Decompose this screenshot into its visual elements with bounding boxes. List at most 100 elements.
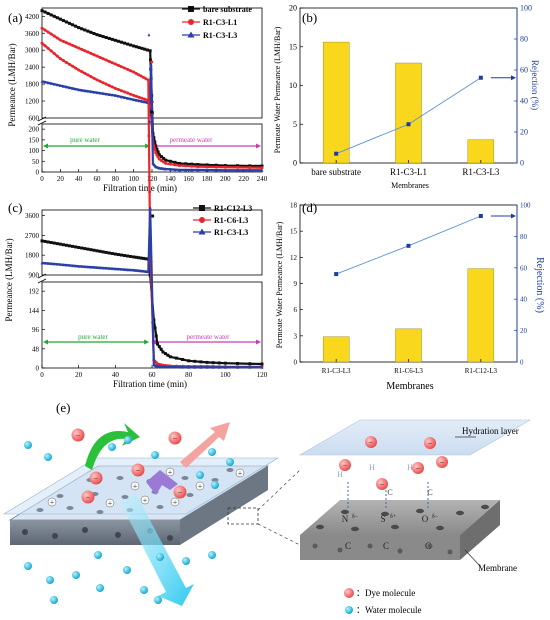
pure-water-arrowhead (145, 143, 151, 149)
data-point (223, 164, 227, 168)
data-point (40, 41, 44, 45)
panel-e-schematic: (e) + + (2, 400, 532, 615)
y-tick-label: 20 (289, 4, 297, 13)
data-point (77, 26, 81, 30)
y2-tick-label: 60 (520, 264, 528, 272)
x-tick-label: 160 (183, 175, 194, 183)
data-point (74, 45, 78, 49)
data-point (199, 360, 203, 364)
data-point (49, 32, 53, 36)
y-axis-label: Permeance (LMH/Bar) (7, 43, 17, 126)
data-point (43, 28, 47, 32)
x-tick-label: 60 (94, 175, 102, 183)
data-point (187, 365, 191, 369)
data-point (113, 93, 117, 97)
x-tick-label: 20 (57, 175, 65, 183)
data-point (145, 48, 149, 52)
data-point (61, 243, 65, 247)
data-point (190, 162, 194, 166)
atom-hydrogen: H (337, 470, 343, 479)
data-point (113, 86, 117, 90)
data-point (98, 55, 102, 59)
hydration-layer-label: Hydration layer (462, 426, 519, 436)
data-point (43, 239, 47, 243)
panel-label-a: (a) (8, 10, 22, 25)
data-point (86, 29, 90, 33)
legend: R1-C12-L3 R1-C6-L3 R1-C3-L3 (193, 204, 252, 237)
y2-tick-label: 20 (520, 327, 528, 335)
interaction-arrow (146, 470, 178, 495)
data-point (260, 168, 264, 172)
axis-pointer-arrowhead (511, 213, 516, 219)
data-point (77, 264, 81, 268)
data-point (107, 266, 111, 270)
data-point (68, 244, 71, 248)
svg-text:−: − (380, 480, 385, 489)
data-point (199, 365, 203, 369)
data-point (110, 85, 114, 89)
data-point (152, 136, 156, 140)
data-point (101, 92, 105, 96)
data-point (166, 365, 170, 369)
legend-marker-black (188, 6, 194, 12)
partial-charge: δ− (432, 514, 439, 520)
y2-tick-label: 40 (520, 296, 528, 304)
rejection-curved-arrow (85, 423, 140, 470)
data-point (83, 247, 87, 251)
data-point (58, 242, 62, 246)
data-point (236, 164, 240, 168)
zoomed-detail: − − − − − − C C C N S O δ− δ+ δ− H H H C (298, 419, 532, 573)
data-point (132, 70, 136, 74)
data-point (95, 33, 99, 37)
dye-molecule: − (131, 463, 145, 477)
data-point (98, 91, 102, 95)
data-point (68, 86, 71, 90)
data-point (214, 163, 218, 167)
y2-tick-label: 0 (520, 359, 524, 367)
bar (395, 328, 422, 363)
panel-label-b: (b) (302, 10, 317, 25)
data-point (156, 150, 160, 154)
data-point (164, 161, 168, 165)
data-point (126, 42, 130, 46)
y2-tick-label: 80 (520, 233, 528, 241)
data-point (116, 39, 120, 43)
data-point (126, 67, 130, 71)
data-point (61, 39, 65, 43)
data-point (92, 248, 96, 252)
data-point (58, 84, 62, 88)
hydration-layer-plane (298, 419, 532, 456)
series-line (41, 63, 262, 172)
y-tick-label: 3000 (25, 47, 40, 55)
data-point (193, 359, 197, 363)
svg-text:+: + (108, 499, 113, 508)
y-tick-label: 150 (29, 136, 40, 144)
y2-tick-label: 80 (520, 35, 528, 44)
data-point (49, 241, 53, 245)
data-point (86, 265, 90, 269)
x-tick-label: 100 (220, 371, 231, 379)
data-point (161, 365, 165, 369)
data-point (159, 365, 163, 369)
data-point (140, 46, 144, 50)
data-point (89, 51, 93, 55)
zoom-box (227, 507, 259, 525)
data-point (129, 92, 133, 96)
svg-text:−: − (440, 458, 445, 467)
data-point (151, 214, 155, 218)
data-point (248, 362, 252, 366)
y-axis-label-left: Permeate Water Permeance (LMH/Bar) (273, 26, 282, 153)
data-point (55, 16, 59, 20)
partial-charge: δ− (352, 514, 359, 520)
data-point (196, 168, 200, 172)
data-point (95, 249, 99, 253)
data-point (129, 97, 133, 101)
legend-label: R1-C3-L1 (203, 18, 237, 27)
data-point (61, 263, 65, 267)
data-point (153, 326, 157, 330)
x-tick-label: 20 (75, 371, 83, 379)
data-point (40, 79, 44, 83)
y-tick-label: 48 (32, 345, 40, 353)
data-point (137, 73, 141, 77)
data-point (143, 97, 147, 101)
